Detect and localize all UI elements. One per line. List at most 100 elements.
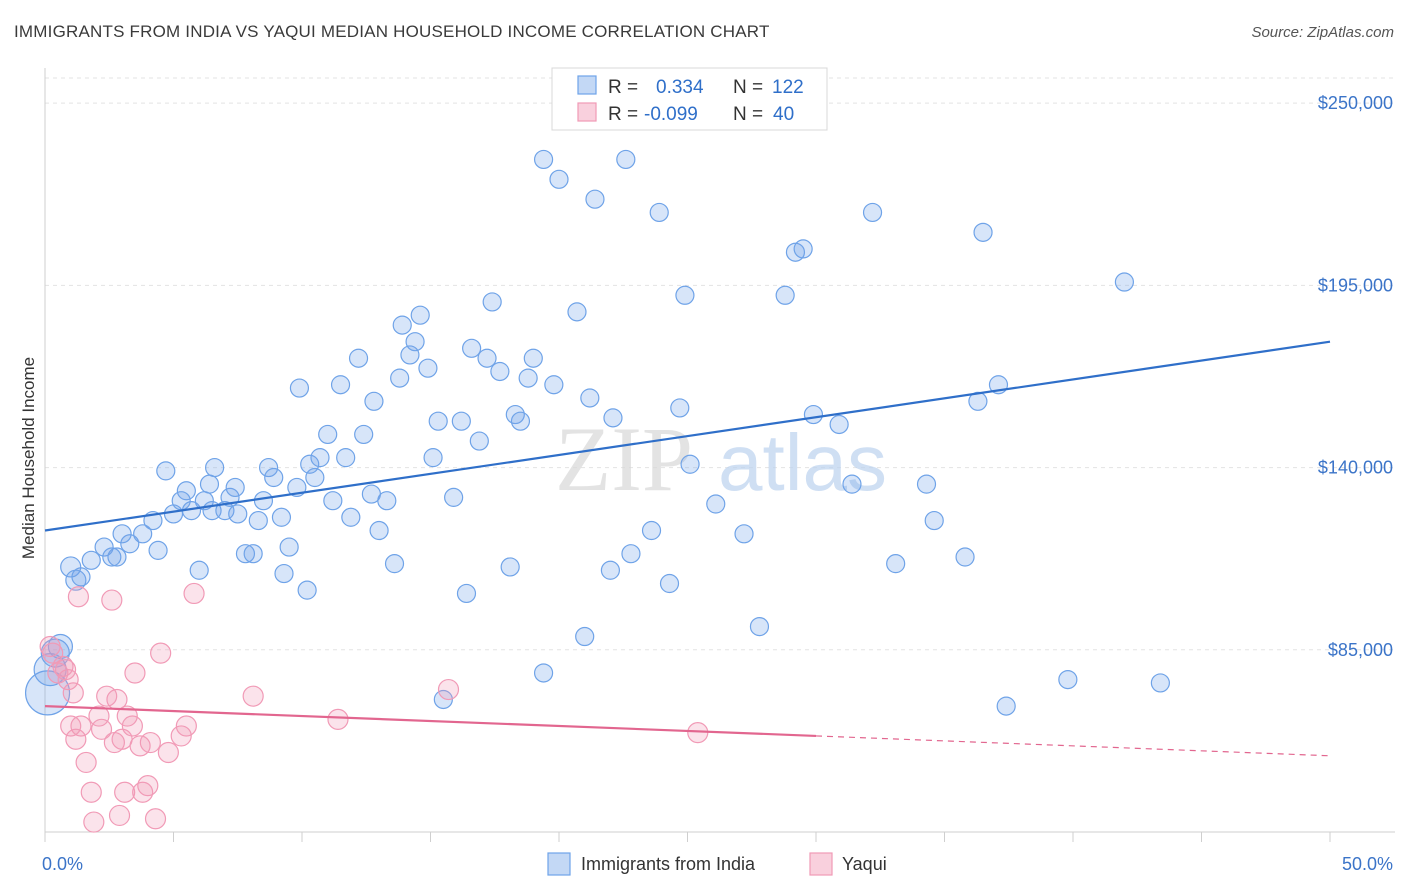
india-point-95 [680,454,700,474]
india-point-33 [253,491,274,511]
india-point-61 [410,305,430,325]
watermark-zip: ZIP [555,408,693,510]
yaqui-point-31 [175,715,197,737]
legend-swatch-yaqui [577,102,597,122]
india-point-10 [102,547,122,567]
india-point-68 [456,583,477,604]
source-label: Source: ZipAtlas.com [1251,24,1394,41]
india-point-83 [575,626,595,647]
yaqui-point-33 [242,685,264,707]
x-tick-labels: 0.0% 50.0% [42,854,1393,874]
x-tick-label-1: 50.0% [1342,854,1393,874]
india-point-70 [469,431,489,451]
india-point-29 [228,504,248,524]
india-point-80 [544,375,564,395]
india-point-109 [955,547,975,567]
legend-r-label-india: R = [608,77,638,98]
trend-line-yaqui-extension [815,735,1331,757]
india-point-98 [749,616,770,637]
india-point-57 [390,368,410,388]
india-point-37 [274,563,294,584]
x-tick-label-0: 0.0% [42,854,83,874]
india-point-36 [271,507,292,527]
yaqui-point-5 [62,682,84,704]
india-point-113 [996,696,1016,716]
india-point-79 [533,149,554,170]
india-point-115 [1114,272,1135,292]
india-point-51 [354,424,374,445]
yaqui-point-18 [108,804,131,827]
india-point-102 [803,404,824,425]
india-point-65 [433,689,453,710]
yaqui-point-11 [83,811,105,833]
india-point-107 [916,474,937,494]
india-point-106 [886,554,906,574]
bottom-legend-label-yaqui: Yaqui [842,854,887,874]
y-tick-label-2: $195,000 [1318,275,1393,295]
india-point-78 [523,348,543,368]
india-point-74 [500,557,520,577]
india-point-94 [675,285,695,305]
india-point-105 [862,202,883,223]
yaqui-point-37 [54,659,77,681]
yaqui-point-38 [67,586,90,608]
india-point-30 [235,544,256,564]
india-point-114 [1058,669,1078,690]
yaqui-point-20 [114,781,136,803]
trend-line-india [44,340,1331,532]
india-point-75 [505,404,525,425]
yaqui-point-3 [52,655,74,677]
bottom-legend: Immigrants from India Yaqui [547,852,887,876]
india-point-53 [364,391,384,411]
legend-r-value-india: 0.334 [656,77,704,98]
legend-box: R = 0.334 N = 122 R = -0.099 N = 40 [551,67,828,131]
yaqui-point-12 [88,705,110,727]
india-point-21 [189,560,209,580]
india-point-84 [580,388,600,408]
watermark-atlas: atlas [718,418,887,507]
india-point-13 [133,524,153,544]
yaqui-point-35 [437,678,460,701]
bottom-legend-swatch-yaqui [809,852,833,876]
yaqui-point-9 [75,751,97,774]
yaqui-point-32 [183,582,205,605]
india-point-99 [775,285,795,305]
yaqui-point-22 [121,715,143,737]
india-point-69 [462,338,482,358]
india-point-34 [258,457,279,478]
yaqui-point-27 [144,808,167,830]
india-point-35 [264,467,284,488]
india-point-108 [924,510,944,531]
trend-lines [44,340,1331,757]
axes [44,68,1395,842]
india-point-97 [734,524,754,544]
india-point-12 [112,524,132,544]
y-tick-labels: $85,000 $140,000 $195,000 $250,000 [1318,93,1393,660]
india-point-17 [176,481,196,501]
india-point-73 [490,361,510,382]
india-point-6 [71,567,91,587]
india-point-85 [585,189,605,209]
y-axis-label: Median Household Income [19,357,38,559]
india-point-86 [600,560,621,580]
india-point-9 [107,547,127,567]
yaqui-point-7 [65,728,87,750]
legend-swatch-india [577,75,597,95]
india-point-54 [369,520,389,541]
series-india-points [24,149,1170,716]
bottom-legend-label-india: Immigrants from India [581,854,756,874]
india-point-91 [649,202,669,223]
india-point-101 [793,239,813,259]
bottom-legend-swatch-india [547,852,571,876]
india-point-104 [842,474,862,494]
india-point-56 [384,554,405,574]
legend-n-value-india: 122 [772,77,804,98]
legend-r-value-yaqui: -0.099 [644,104,698,125]
india-point-4 [60,556,82,578]
india-point-14 [148,540,168,560]
india-point-71 [477,348,497,368]
india-point-88 [616,149,636,170]
india-point-76 [510,411,531,431]
legend-n-value-yaqui: 40 [773,104,794,125]
